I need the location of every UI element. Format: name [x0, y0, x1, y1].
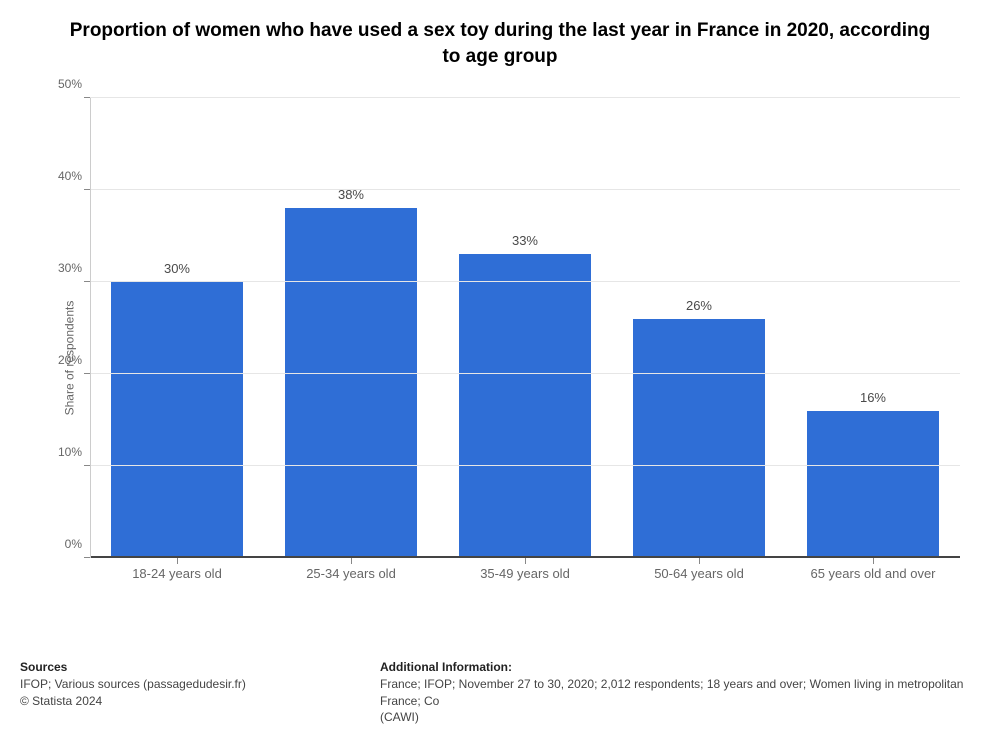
x-tick-mark	[525, 558, 526, 564]
chart-container: Share of respondents 30%38%33%26%16% 0%1…	[0, 88, 1000, 628]
sources-line: IFOP; Various sources (passagedudesir.fr…	[20, 676, 320, 692]
gridline	[90, 97, 960, 98]
sources-heading: Sources	[20, 660, 320, 674]
bar-slot: 38%	[264, 98, 438, 558]
bar-value-label: 30%	[164, 261, 190, 276]
gridline	[90, 465, 960, 466]
additional-info-block: Additional Information: France; IFOP; No…	[380, 660, 980, 725]
x-axis-labels: 18-24 years old25-34 years old35-49 year…	[90, 566, 960, 581]
bar: 30%	[111, 282, 243, 558]
bars-group: 30% 38% 33% 26% 16%	[90, 98, 960, 558]
plot-area: 30%38%33%26%16% 0%10%20%30%40%50%	[90, 98, 960, 558]
bar-slot: 33%	[438, 98, 612, 558]
bar-slot: 26%	[612, 98, 786, 558]
bar-value-label: 33%	[512, 233, 538, 248]
bar-slot: 16%	[786, 98, 960, 558]
additional-heading: Additional Information:	[380, 660, 980, 674]
bar: 26%	[633, 319, 765, 558]
x-axis-category-label: 18-24 years old	[90, 566, 264, 581]
bar: 33%	[459, 254, 591, 558]
x-tick-mark	[873, 558, 874, 564]
gridline	[90, 281, 960, 282]
y-tick-label: 30%	[58, 261, 82, 275]
bar-value-label: 16%	[860, 390, 886, 405]
x-axis-category-label: 35-49 years old	[438, 566, 612, 581]
y-tick-label: 10%	[58, 445, 82, 459]
footer: Sources IFOP; Various sources (passagedu…	[20, 660, 980, 725]
gridline	[90, 373, 960, 374]
bar-value-label: 26%	[686, 298, 712, 313]
x-axis-category-label: 25-34 years old	[264, 566, 438, 581]
y-tick-label: 50%	[58, 77, 82, 91]
copyright-line: © Statista 2024	[20, 693, 320, 709]
y-axis-line	[90, 98, 91, 558]
bar-slot: 30%	[90, 98, 264, 558]
chart-title: Proportion of women who have used a sex …	[0, 0, 1000, 79]
y-tick-label: 0%	[65, 537, 82, 551]
sources-block: Sources IFOP; Various sources (passagedu…	[20, 660, 320, 725]
x-axis-category-label: 65 years old and over	[786, 566, 960, 581]
y-tick-label: 40%	[58, 169, 82, 183]
x-tick-mark	[177, 558, 178, 564]
x-tick-mark	[351, 558, 352, 564]
additional-line: France; IFOP; November 27 to 30, 2020; 2…	[380, 676, 980, 708]
additional-line: (CAWI)	[380, 709, 980, 725]
bar: 16%	[807, 411, 939, 558]
x-tick-mark	[699, 558, 700, 564]
bar: 38%	[285, 208, 417, 558]
x-axis-category-label: 50-64 years old	[612, 566, 786, 581]
gridline	[90, 189, 960, 190]
y-tick-label: 20%	[58, 353, 82, 367]
